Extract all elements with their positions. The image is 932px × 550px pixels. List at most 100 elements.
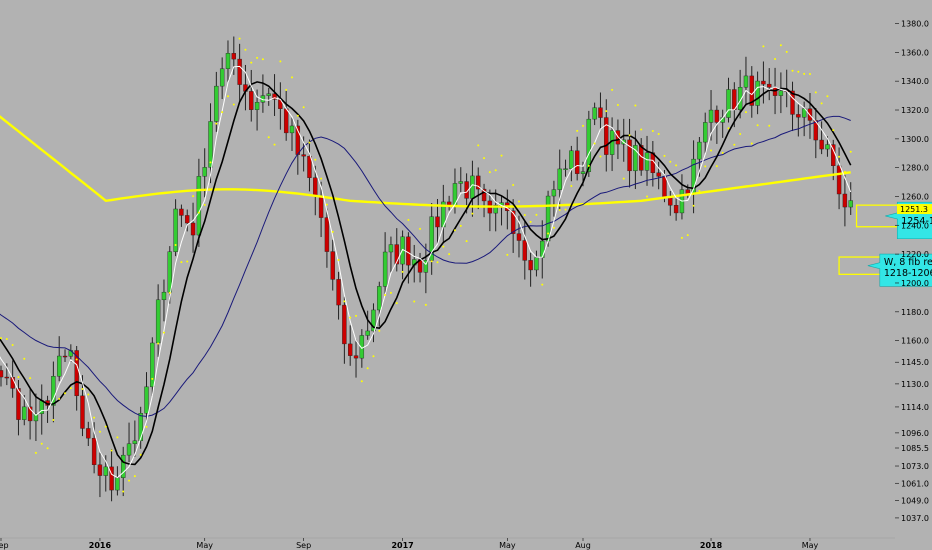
sar-dot: [197, 211, 200, 214]
candle-body: [161, 291, 167, 301]
candle-body: [406, 236, 411, 266]
candle-body: [382, 251, 388, 287]
sar-dot: [704, 165, 707, 168]
candle-body: [27, 406, 33, 422]
candle-body: [377, 286, 382, 311]
fib-zone-box[interactable]: [838, 256, 932, 275]
long-moving-average-line: [0, 115, 851, 208]
sar-dot: [774, 57, 777, 60]
sar-dot: [849, 150, 852, 153]
candle-body: [74, 350, 79, 397]
candle-body: [755, 80, 760, 106]
sar-dot: [669, 160, 672, 163]
sar-dot: [477, 144, 480, 147]
sar-dot: [395, 302, 398, 305]
x-tick-label: 2018: [700, 541, 723, 550]
sar-dot: [663, 154, 666, 157]
sar-dot: [209, 161, 212, 164]
sar-dot: [104, 425, 107, 428]
sar-dot: [366, 367, 369, 370]
sar-dot: [285, 88, 288, 91]
candle-body: [522, 240, 527, 261]
sar-dot: [244, 48, 247, 51]
candle-body: [551, 189, 557, 197]
candle-body: [592, 107, 597, 120]
x-axis[interactable]: Sep 2016 May Sep 2017 May Aug 2018 May: [0, 537, 895, 550]
sar-dot: [628, 134, 631, 137]
sar-dot: [657, 132, 660, 135]
sar-dot: [343, 300, 346, 303]
candle-body: [190, 222, 196, 236]
fib-callout-bubble[interactable]: [867, 253, 932, 287]
sar-dot: [215, 122, 218, 125]
y-axis[interactable]: 1380.0 1360.0 1340.0 1320.0 1300.0 1280.0 1260…: [895, 20, 932, 523]
sar-dot: [756, 124, 759, 127]
sar-dot: [0, 337, 2, 340]
candle-body: [86, 428, 91, 439]
candle-body: [214, 85, 219, 122]
sar-dot: [587, 164, 590, 167]
sar-dot: [616, 103, 619, 106]
fib-callout-range: 1218-1206: [884, 268, 932, 279]
candle-body: [138, 413, 143, 442]
sar-dot: [389, 291, 392, 294]
y-tick-label: 1300.0: [901, 135, 929, 144]
y-tick-label: 1340.0: [901, 77, 929, 86]
sar-dot: [17, 376, 20, 379]
sar-dot: [558, 208, 561, 211]
sar-dot: [791, 69, 794, 72]
y-tick-label: 1073.0: [901, 462, 929, 471]
sar-dot: [715, 165, 718, 168]
current-price-tag: [897, 204, 932, 215]
candle-body: [435, 216, 440, 228]
sar-dot: [5, 338, 8, 341]
sar-dot: [157, 342, 160, 345]
candle-body: [173, 208, 178, 252]
sar-dot: [168, 291, 171, 294]
candle-body: [62, 355, 68, 358]
candle-body: [254, 102, 260, 110]
y-tick-label: 1145.0: [901, 358, 929, 367]
candle-body: [458, 181, 463, 184]
x-tick-label: Sep: [0, 541, 9, 550]
sar-dot: [541, 283, 544, 286]
candle-body: [225, 53, 231, 69]
sar-dot: [162, 331, 165, 334]
y-tick-label: 1061.0: [901, 479, 929, 488]
candle-body: [16, 388, 21, 420]
candle-body: [598, 107, 603, 118]
sar-dot: [320, 177, 323, 180]
sar-dot: [675, 164, 678, 167]
candle-body: [726, 89, 731, 118]
sar-dot: [238, 37, 241, 40]
sar-dot: [122, 490, 125, 493]
sar-dot: [593, 142, 596, 145]
sar-dot: [337, 259, 340, 262]
sar-dot: [40, 442, 43, 445]
sar-dot: [128, 479, 131, 482]
sar-dot: [401, 270, 404, 273]
sar-dot: [535, 213, 538, 216]
sar-dot: [273, 143, 276, 146]
candle-body: [33, 413, 39, 422]
x-tick-label: May: [802, 541, 819, 550]
x-tick-label: May: [196, 541, 213, 550]
candle-body: [767, 83, 772, 88]
y-tick-label: 1114.0: [901, 403, 929, 412]
candle-body: [330, 251, 335, 280]
candle-body: [289, 125, 295, 134]
sar-dot: [442, 245, 445, 248]
candle-body: [656, 172, 661, 177]
sar-dot: [52, 419, 55, 422]
candle-body: [714, 109, 720, 123]
candle-body: [476, 175, 481, 190]
candle-body: [80, 395, 85, 429]
fib-annotation-2[interactable]: W, 8 fib relationships1218-1206: [838, 253, 932, 287]
candle-body: [737, 87, 743, 110]
sar-dot: [29, 377, 32, 380]
sar-dot: [261, 58, 264, 61]
y-tick-label: 1130.0: [901, 380, 929, 389]
fib-zone-box[interactable]: [855, 204, 932, 228]
